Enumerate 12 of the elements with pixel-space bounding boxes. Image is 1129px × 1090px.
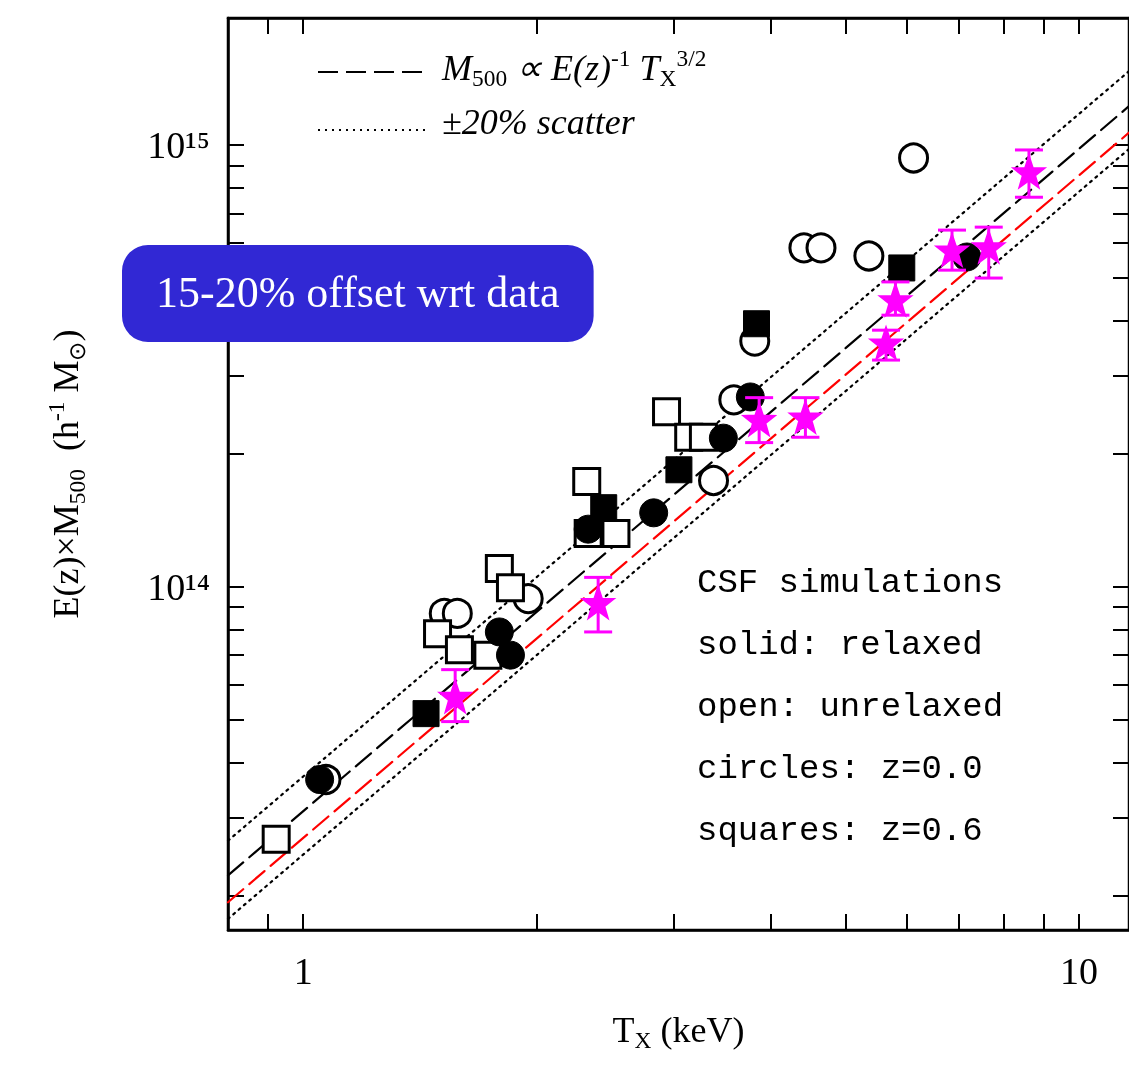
annotation: CSF simulations	[697, 564, 1004, 602]
annotation: squares: z=0.6	[697, 812, 983, 850]
annotation: 15-20% offset wrt data	[156, 267, 560, 317]
x-tick-label: 10	[1059, 950, 1098, 992]
annotation: circles: z=0.0	[697, 750, 983, 788]
annotation: solid: relaxed	[697, 626, 983, 664]
legend-label: ±20% scatter	[442, 102, 636, 142]
y-tick-label: 10¹⁴	[147, 565, 210, 608]
x-tick-label: 1	[293, 950, 313, 992]
y-axis-title: E(z)×M500 (h-1 M⊙)	[43, 329, 90, 619]
y-tick-label: 10¹⁵	[147, 124, 210, 167]
annotation: open: unrelaxed	[697, 688, 1004, 726]
